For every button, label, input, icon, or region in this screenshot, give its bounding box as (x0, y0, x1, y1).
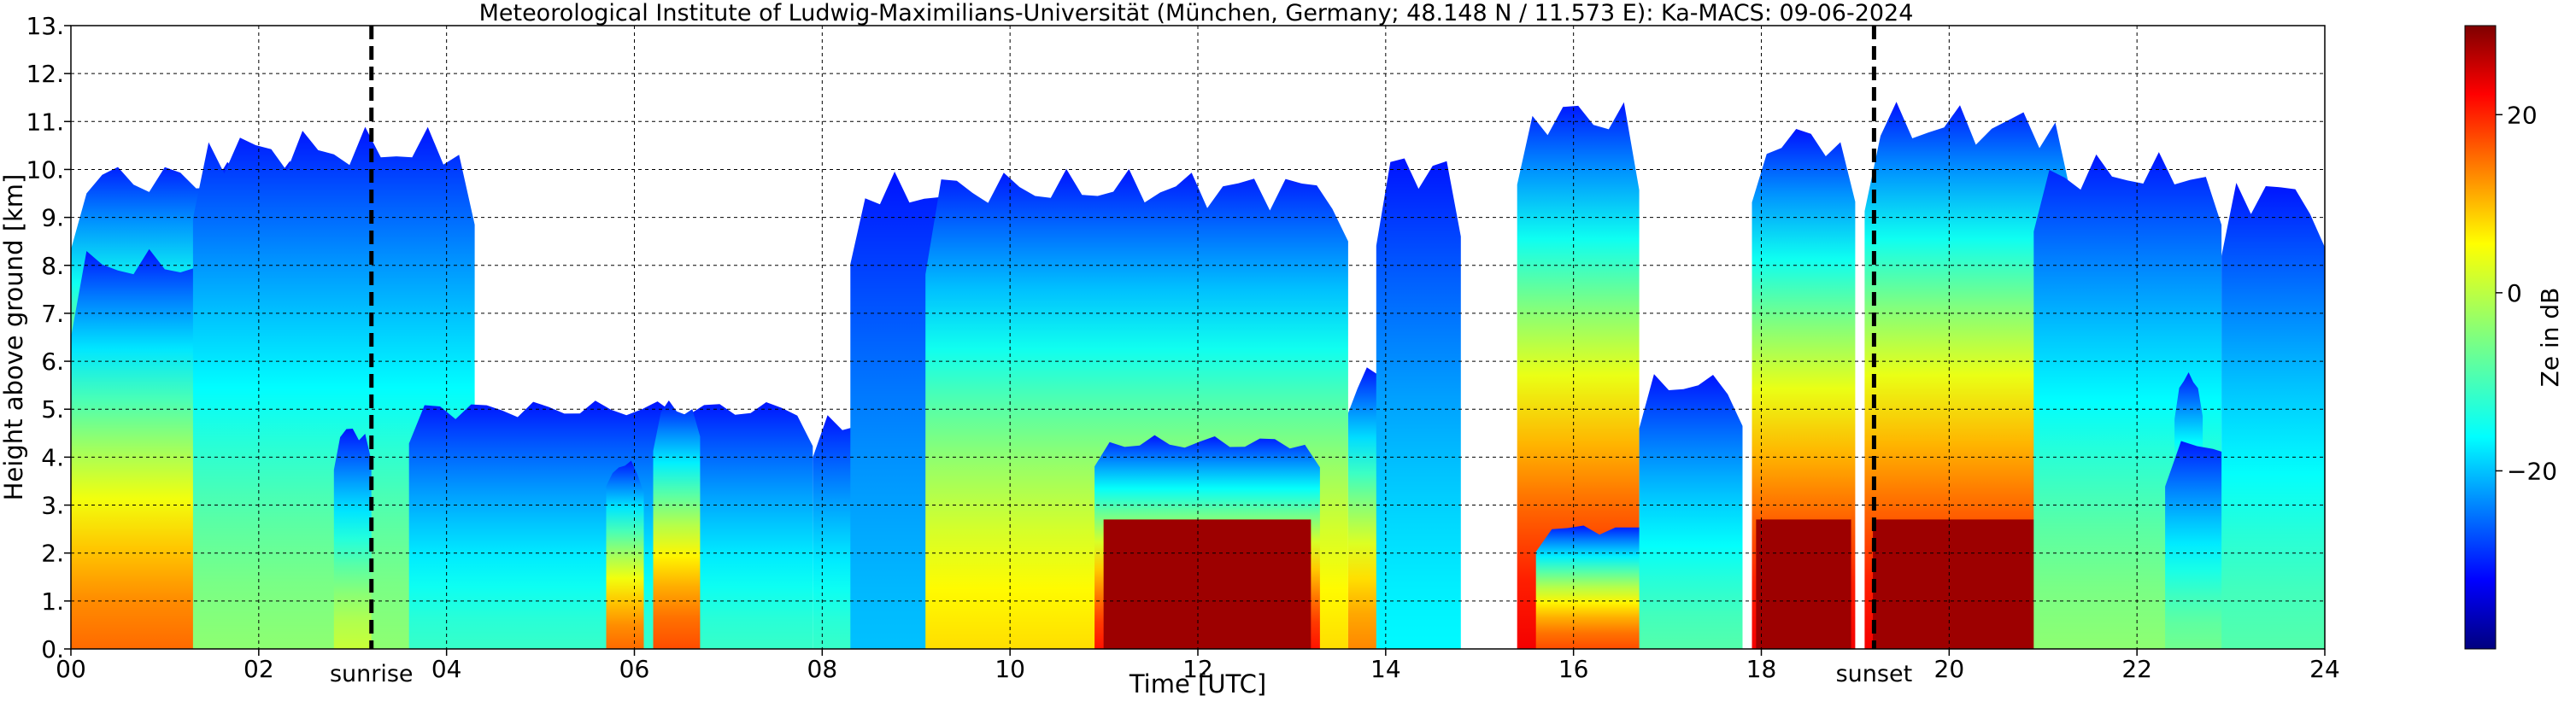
echo-region (192, 126, 475, 649)
y-tick-label: 1. (41, 587, 64, 616)
x-tick-label: 20 (1934, 655, 1965, 683)
y-tick-label: 13. (26, 12, 64, 40)
y-axis-label: Height above ground [km] (0, 174, 28, 501)
y-tick-label: 10. (26, 155, 64, 184)
echo-region (1376, 158, 1461, 649)
colorbar-tick-label: 0 (2507, 279, 2522, 307)
colorbar-ticks: 20 0 −20 (2496, 101, 2557, 485)
colorbar-tick-label: 20 (2507, 101, 2538, 129)
echo-region (1517, 102, 1640, 649)
x-tick-label: 14 (1370, 655, 1401, 683)
x-tick-label: 10 (995, 655, 1025, 683)
y-tick-label: 0. (41, 635, 64, 663)
echo-region (1864, 102, 2072, 649)
x-tick-label: 16 (1558, 655, 1589, 683)
y-tick-label: 7. (41, 300, 64, 328)
x-tick-label: 06 (619, 655, 650, 683)
x-tick-label: 04 (431, 655, 462, 683)
x-tick-label: 12 (1182, 655, 1213, 683)
x-tick-label: 08 (807, 655, 838, 683)
echo-core (1873, 519, 2063, 649)
x-axis-label: Time [UTC] (1129, 669, 1266, 698)
x-axis-ticks: 00 02 04 06 08 10 12 14 16 18 20 22 24 (56, 649, 2340, 683)
y-tick-label: 11. (26, 108, 64, 136)
colorbar-tick-label: −20 (2507, 457, 2557, 485)
echo-region (2221, 183, 2325, 649)
y-axis-ticks: 0. 1. 2. 3. 4. 5. 6. 7. 8. 9. 10. 11. 12. 13. (26, 12, 71, 663)
chart-title: Meteorological Institute of Ludwig-Maxim… (479, 0, 1914, 26)
y-tick-label: 4. (41, 443, 64, 471)
sun-marker-label: sunset (1836, 661, 1913, 687)
echo-region (1752, 129, 1856, 649)
radar-echo-layer (71, 102, 2325, 649)
x-tick-label: 00 (56, 655, 86, 683)
echo-region (333, 429, 372, 649)
echo-core (1756, 519, 1851, 649)
x-tick-label: 18 (1746, 655, 1777, 683)
echo-region (606, 460, 644, 649)
echo-core (1103, 519, 1311, 649)
y-tick-label: 3. (41, 492, 64, 520)
y-tick-label: 2. (41, 540, 64, 568)
y-tick-label: 9. (41, 204, 64, 232)
x-tick-label: 24 (2309, 655, 2340, 683)
colorbar-label: Ze in dB (2536, 288, 2564, 388)
y-tick-label: 5. (41, 395, 64, 424)
y-tick-label: 6. (41, 348, 64, 376)
sun-marker-label: sunrise (330, 661, 414, 687)
echo-region (653, 400, 701, 649)
echo-region (1639, 374, 1743, 649)
colorbar (2464, 25, 2497, 650)
x-tick-label: 02 (244, 655, 274, 683)
x-tick-label: 22 (2121, 655, 2152, 683)
sun-markers: sunrise sunset (330, 26, 1912, 687)
y-tick-label: 12. (26, 60, 64, 88)
y-tick-label: 8. (41, 252, 64, 280)
